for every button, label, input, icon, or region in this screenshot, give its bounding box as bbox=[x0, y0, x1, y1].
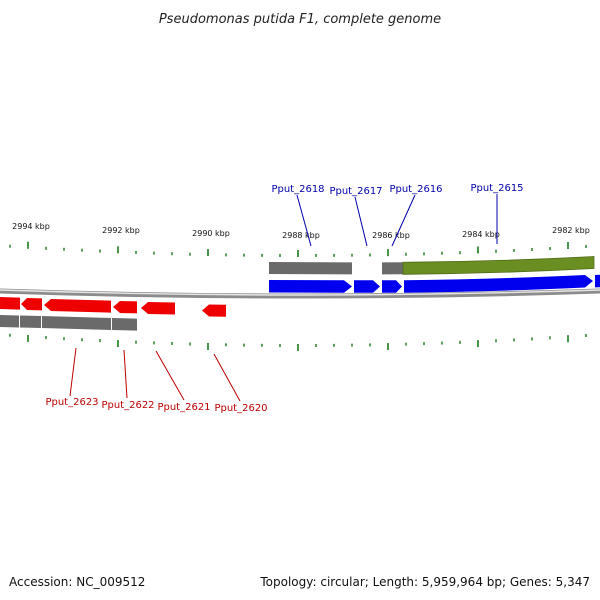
cds-feature[interactable] bbox=[595, 274, 600, 288]
rna-feature[interactable] bbox=[402, 256, 595, 275]
scale-label-2984: 2984 kbp bbox=[462, 230, 500, 239]
gene-label-pput-2618[interactable]: Pput_2618 bbox=[271, 184, 324, 195]
scale-label-2988: 2988 kbp bbox=[282, 231, 320, 240]
genome-backbone bbox=[0, 288, 600, 299]
gene-label-pput-2623[interactable]: Pput_2623 bbox=[45, 397, 98, 408]
gene-label-pput-2616[interactable]: Pput_2616 bbox=[389, 184, 442, 195]
forward-cds-track bbox=[269, 274, 600, 293]
cds-feature[interactable] bbox=[404, 275, 593, 293]
accession-text: Accession: NC_009512 bbox=[9, 575, 145, 589]
map-title: Pseudomonas putida F1, complete genome bbox=[159, 12, 441, 27]
gene-label-pput-2620[interactable]: Pput_2620 bbox=[214, 403, 267, 414]
cds-feature[interactable] bbox=[44, 299, 111, 313]
gene-feature[interactable] bbox=[382, 262, 403, 275]
cds-feature[interactable] bbox=[113, 301, 137, 314]
label-connectors bbox=[69, 194, 498, 402]
gene-label-pput-2617[interactable]: Pput_2617 bbox=[329, 186, 382, 197]
scale-label-2986: 2986 kbp bbox=[372, 231, 410, 240]
forward-gene-track bbox=[269, 262, 403, 275]
cds-feature[interactable] bbox=[21, 298, 42, 311]
gene-feature[interactable] bbox=[42, 316, 111, 330]
forward-gene-labels: Pput_2618 Pput_2617 Pput_2616 Pput_2615 bbox=[271, 183, 523, 197]
cds-feature[interactable] bbox=[354, 280, 380, 293]
cds-feature[interactable] bbox=[202, 304, 226, 317]
top-tick-track bbox=[9, 241, 587, 257]
reverse-gene-track bbox=[0, 315, 137, 331]
bottom-tick-track bbox=[9, 333, 587, 351]
gene-label-pput-2622[interactable]: Pput_2622 bbox=[101, 400, 154, 411]
genome-backbone-highlight bbox=[0, 289, 600, 296]
cds-feature[interactable] bbox=[141, 302, 175, 315]
cds-feature[interactable] bbox=[269, 280, 352, 293]
gene-feature[interactable] bbox=[112, 318, 137, 331]
scale-labels: 2994 kbp 2992 kbp 2990 kbp 2988 kbp 2986… bbox=[12, 222, 590, 240]
scale-label-2992: 2992 kbp bbox=[102, 226, 140, 235]
cds-feature[interactable] bbox=[0, 297, 20, 310]
scale-label-2982: 2982 kbp bbox=[552, 226, 590, 235]
scale-label-2994: 2994 kbp bbox=[12, 222, 50, 231]
gene-feature[interactable] bbox=[0, 315, 19, 328]
gene-feature[interactable] bbox=[20, 315, 41, 329]
reverse-gene-labels: Pput_2623 Pput_2622 Pput_2621 Pput_2620 bbox=[45, 397, 267, 414]
scale-label-2990: 2990 kbp bbox=[192, 229, 230, 238]
gene-label-pput-2621[interactable]: Pput_2621 bbox=[157, 402, 210, 413]
cds-feature[interactable] bbox=[382, 280, 402, 293]
genome-summary-text: Topology: circular; Length: 5,959,964 bp… bbox=[259, 575, 590, 589]
gene-feature[interactable] bbox=[269, 262, 352, 275]
gene-label-pput-2615[interactable]: Pput_2615 bbox=[470, 183, 523, 194]
reverse-cds-track bbox=[0, 297, 226, 317]
